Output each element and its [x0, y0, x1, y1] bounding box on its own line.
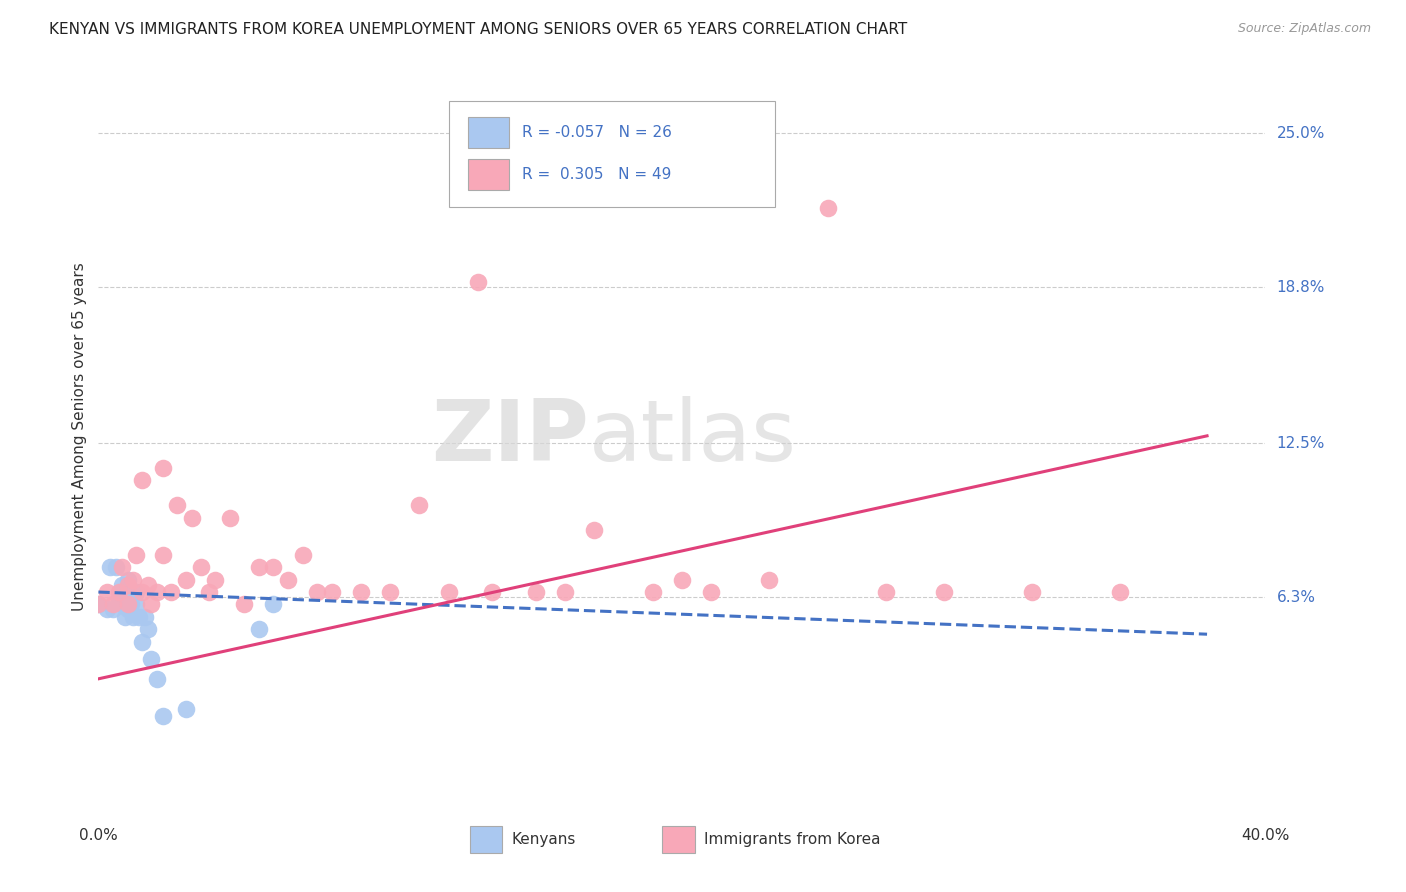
Text: KENYAN VS IMMIGRANTS FROM KOREA UNEMPLOYMENT AMONG SENIORS OVER 65 YEARS CORRELA: KENYAN VS IMMIGRANTS FROM KOREA UNEMPLOY…	[49, 22, 907, 37]
Point	[111, 577, 134, 591]
Point	[101, 598, 124, 612]
Y-axis label: Unemployment Among Seniors over 65 years: Unemployment Among Seniors over 65 years	[72, 263, 87, 611]
Point	[128, 610, 150, 624]
Point	[96, 602, 118, 616]
Text: ZIP: ZIP	[430, 395, 589, 479]
Point	[233, 598, 256, 612]
Point	[875, 585, 897, 599]
Point	[160, 585, 183, 599]
Point	[125, 548, 148, 562]
Point	[152, 461, 174, 475]
Text: 12.5%: 12.5%	[1277, 436, 1324, 450]
Point	[198, 585, 221, 599]
Point	[700, 585, 723, 599]
Point	[101, 602, 124, 616]
Point	[437, 585, 460, 599]
Point	[321, 585, 343, 599]
Point	[117, 602, 139, 616]
Text: 40.0%: 40.0%	[1241, 828, 1289, 843]
FancyBboxPatch shape	[470, 826, 502, 853]
Point	[583, 523, 606, 537]
Point	[98, 560, 121, 574]
Point	[111, 560, 134, 574]
Point	[114, 610, 136, 624]
Point	[117, 573, 139, 587]
Point	[174, 701, 197, 715]
Text: R =  0.305   N = 49: R = 0.305 N = 49	[522, 167, 672, 182]
Text: 0.0%: 0.0%	[79, 828, 118, 843]
FancyBboxPatch shape	[468, 159, 509, 190]
Point	[204, 573, 226, 587]
Point	[307, 585, 329, 599]
Point	[87, 598, 110, 612]
Point	[1021, 585, 1043, 599]
Point	[408, 498, 430, 512]
Point	[122, 573, 145, 587]
Text: Kenyans: Kenyans	[512, 832, 576, 847]
Point	[190, 560, 212, 574]
Point	[152, 709, 174, 723]
Text: 25.0%: 25.0%	[1277, 126, 1324, 141]
Point	[111, 598, 134, 612]
Point	[139, 652, 162, 666]
Text: R = -0.057   N = 26: R = -0.057 N = 26	[522, 125, 672, 140]
Point	[554, 585, 576, 599]
Point	[131, 634, 153, 648]
FancyBboxPatch shape	[662, 826, 695, 853]
Point	[108, 585, 131, 599]
Point	[277, 573, 299, 587]
Point	[247, 560, 270, 574]
Point	[146, 672, 169, 686]
Text: Immigrants from Korea: Immigrants from Korea	[704, 832, 880, 847]
Point	[131, 585, 153, 599]
Point	[1108, 585, 1130, 599]
Point	[218, 510, 240, 524]
Point	[120, 598, 142, 612]
Point	[96, 585, 118, 599]
FancyBboxPatch shape	[449, 101, 775, 207]
Point	[262, 598, 284, 612]
Point	[87, 598, 110, 612]
Point	[117, 577, 139, 591]
Point	[262, 560, 284, 574]
Point	[136, 577, 159, 591]
Text: Source: ZipAtlas.com: Source: ZipAtlas.com	[1237, 22, 1371, 36]
Point	[125, 585, 148, 599]
Point	[117, 598, 139, 612]
Point	[152, 548, 174, 562]
FancyBboxPatch shape	[468, 118, 509, 148]
Point	[134, 610, 156, 624]
Point	[467, 275, 489, 289]
Point	[136, 622, 159, 636]
Point	[131, 474, 153, 488]
Point	[104, 560, 127, 574]
Text: atlas: atlas	[589, 395, 797, 479]
Point	[380, 585, 402, 599]
Point	[180, 510, 202, 524]
Point	[139, 598, 162, 612]
Point	[817, 201, 839, 215]
Point	[125, 598, 148, 612]
Point	[117, 592, 139, 607]
Point	[291, 548, 314, 562]
Point	[934, 585, 956, 599]
Point	[481, 585, 503, 599]
Point	[108, 592, 131, 607]
Point	[524, 585, 547, 599]
Point	[247, 622, 270, 636]
Point	[758, 573, 780, 587]
Point	[174, 573, 197, 587]
Point	[671, 573, 693, 587]
Point	[166, 498, 188, 512]
Point	[122, 610, 145, 624]
Point	[146, 585, 169, 599]
Point	[350, 585, 373, 599]
Text: 18.8%: 18.8%	[1277, 279, 1324, 294]
Text: 6.3%: 6.3%	[1277, 590, 1316, 605]
Point	[641, 585, 664, 599]
